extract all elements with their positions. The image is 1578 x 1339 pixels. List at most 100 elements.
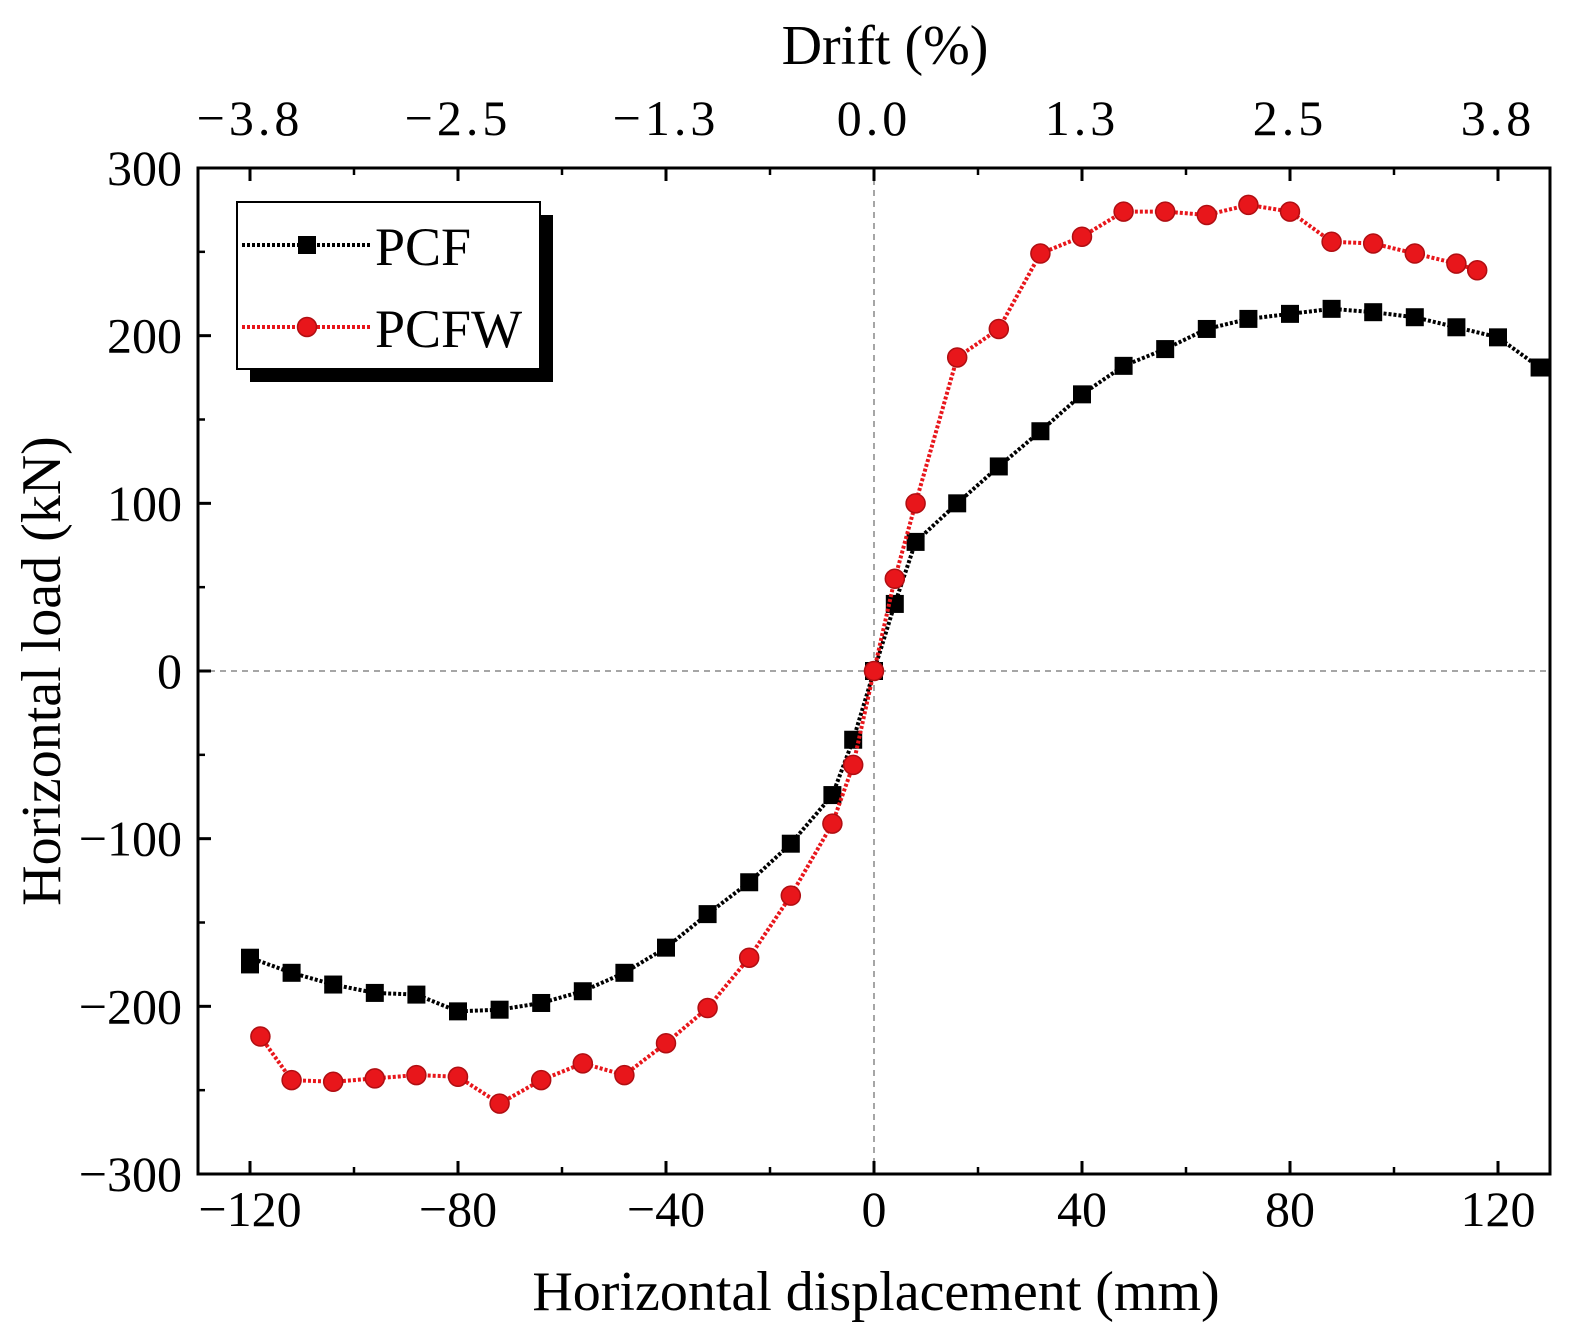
data-point-pcfw [1446, 253, 1467, 274]
top-tick-label: −1.3 [613, 90, 720, 146]
legend-label-pcf: PCF [375, 217, 471, 277]
data-point-pcf [948, 494, 967, 513]
y-tick-label: 0 [157, 643, 182, 699]
x-axis-title: Horizontal displacement (mm) [532, 1261, 1219, 1323]
data-point-pcfw [1279, 201, 1301, 222]
data-point-pcf [573, 982, 592, 1001]
x-tick-label: 80 [1265, 1181, 1315, 1237]
legend: PCF PCFW [236, 201, 553, 382]
data-point-pcfw [281, 1069, 302, 1091]
top-tick-label: 1.3 [1045, 90, 1120, 146]
data-point-pcf [1447, 318, 1466, 337]
data-point-pcfw [988, 318, 1010, 340]
data-point-pcfw [406, 1064, 427, 1086]
x-tick-label: −40 [627, 1181, 705, 1237]
data-point-pcfw [322, 1071, 344, 1093]
data-point-pcfw [447, 1066, 469, 1088]
data-point-pcf [781, 834, 800, 853]
data-point-pcfw [1154, 201, 1176, 222]
data-point-pcf [657, 938, 675, 957]
data-point-pcfw [884, 568, 906, 590]
data-point-pcfw [1321, 231, 1342, 253]
data-point-pcf [844, 730, 863, 749]
data-point-pcf [823, 786, 842, 805]
data-point-pcfw [1113, 201, 1134, 222]
data-point-pcf [1281, 304, 1299, 323]
data-point-pcf [615, 963, 634, 982]
data-point-pcf [282, 963, 301, 982]
data-point-pcfw [842, 754, 864, 776]
legend-box [236, 201, 541, 370]
data-point-pcf [1489, 328, 1507, 347]
data-point-pcf [1073, 385, 1091, 404]
legend-marker-pcfw [296, 316, 318, 338]
data-point-pcf [1322, 299, 1341, 318]
top-tick-label: 0.0 [837, 90, 912, 146]
data-point-pcfw [1030, 243, 1051, 264]
series-line-pcfw [258, 202, 1478, 1106]
data-point-pcf [1530, 358, 1549, 377]
data-point-pcf [324, 975, 343, 994]
data-point-pcf [1405, 308, 1424, 327]
data-point-pcf [407, 985, 426, 1004]
data-point-pcfw [905, 493, 926, 514]
y-tick-label: 300 [107, 140, 182, 196]
y-tick-label: 100 [107, 475, 182, 531]
y-tick-label: 200 [107, 308, 182, 364]
data-point-pcfw [738, 947, 760, 968]
data-point-pcf [989, 457, 1008, 476]
data-point-pcf [906, 532, 925, 551]
top-tick-label: 3.8 [1461, 90, 1536, 146]
data-point-pcfw [1196, 204, 1218, 226]
data-point-pcfw [1071, 226, 1093, 247]
y-axis-title: Horizontal load (kN) [11, 436, 73, 906]
data-point-pcf [365, 983, 384, 1002]
data-point-pcf [1197, 319, 1216, 338]
data-point-pcfw [364, 1068, 386, 1089]
data-point-pcfw [1238, 194, 1259, 216]
data-point-pcf [449, 1002, 467, 1021]
series-line-pcf [248, 306, 1541, 1014]
plot-frame [196, 166, 1552, 1176]
data-point-pcfw [1362, 233, 1384, 254]
x-tick-label: 120 [1461, 1181, 1536, 1237]
y-tick-label: −200 [79, 978, 182, 1034]
data-point-pcf [1114, 356, 1133, 375]
data-point-pcfw [489, 1093, 510, 1114]
x-tick-label: 0 [862, 1181, 887, 1237]
data-point-pcf [532, 993, 551, 1012]
data-point-pcf [698, 905, 717, 924]
data-point-pcf [241, 948, 259, 967]
legend-marker-pcf [298, 236, 316, 254]
data-point-pcfw [614, 1064, 635, 1086]
series-layer [241, 194, 1549, 1114]
data-point-pcf [740, 873, 759, 892]
data-point-pcf [1031, 422, 1050, 441]
data-point-pcf [1364, 303, 1383, 322]
data-point-pcfw [946, 347, 968, 368]
data-point-pcfw [1404, 243, 1426, 264]
x-tick-label: 40 [1057, 1181, 1107, 1237]
top-tick-label: −2.5 [405, 90, 512, 146]
data-point-pcfw [572, 1053, 594, 1074]
top-tick-label: −3.8 [197, 90, 304, 146]
top-axis-title: Drift (%) [782, 15, 989, 77]
x-tick-label: −80 [419, 1181, 497, 1237]
data-point-pcfw [697, 997, 718, 1019]
legend-items: PCF PCFW [242, 217, 522, 359]
data-point-pcf [1156, 340, 1175, 359]
data-point-pcfw [530, 1069, 552, 1091]
data-point-pcfw [655, 1032, 677, 1054]
data-point-pcfw [1466, 260, 1488, 281]
data-point-pcfw [780, 885, 802, 906]
legend-label-pcfw: PCFW [375, 299, 522, 359]
y-tick-label: −100 [79, 811, 182, 867]
data-point-pcfw [863, 660, 885, 682]
axis-tick-labels: −120 −80 −40 0 40 80 120 −300 −200 −100 0 100 200 300… [79, 90, 1536, 1237]
x-tick-label: −120 [198, 1181, 301, 1237]
data-point-pcf [490, 1000, 509, 1019]
data-point-pcfw [250, 1026, 271, 1047]
y-tick-label: −300 [79, 1146, 182, 1202]
data-point-pcfw [822, 813, 843, 834]
